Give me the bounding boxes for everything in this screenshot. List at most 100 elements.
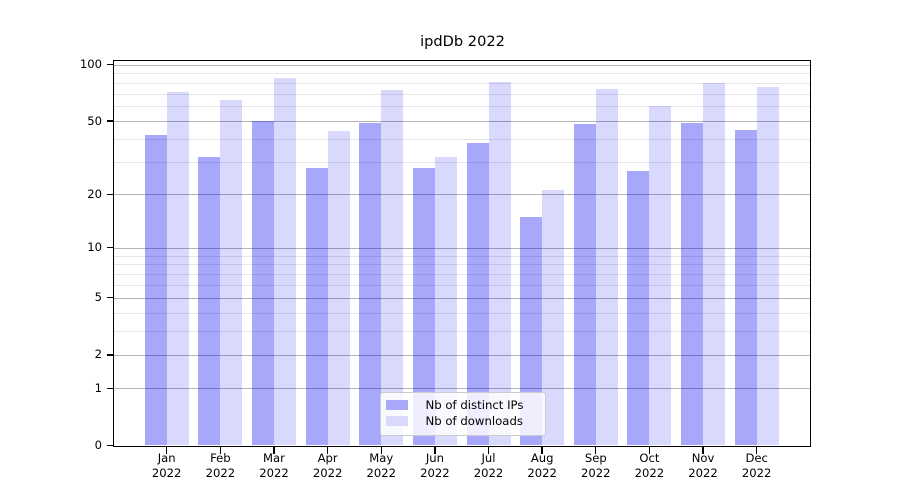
x-tick-nov	[702, 446, 704, 454]
gridline-minor-3	[114, 331, 810, 333]
legend-swatch-downloads	[386, 416, 408, 426]
y-tick-label-5: 5	[94, 290, 102, 305]
gridline-minor-40	[114, 139, 810, 141]
bar-downloads-apr	[327, 131, 350, 446]
bar-downloads-jan	[166, 91, 189, 446]
y-tick-label-100: 100	[79, 57, 102, 72]
y-tick-label-1: 1	[94, 380, 102, 395]
y-tick-0	[106, 444, 114, 447]
x-tick-label-mar: Mar 2022	[246, 451, 302, 481]
x-tick-label-month-aug: Aug	[530, 451, 554, 465]
x-tick-label-month-feb: Feb	[210, 451, 231, 465]
bar-distinct-ips-dec	[734, 129, 757, 446]
gridline-1	[114, 388, 810, 390]
bar-downloads-feb	[220, 99, 243, 446]
x-tick-label-year-jan: 2022	[151, 466, 182, 480]
legend-entry-downloads: Nb of downloads	[381, 413, 545, 429]
x-tick-feb	[219, 446, 222, 454]
bar-downloads-sep	[595, 89, 618, 446]
bar-downloads-jul	[488, 81, 511, 446]
x-tick-label-month-oct: Oct	[639, 451, 660, 465]
bar-downloads-aug	[542, 190, 565, 446]
y-tick-label-10: 10	[87, 240, 102, 255]
x-tick-label-year-feb: 2022	[205, 466, 236, 480]
gridline-minor-4	[114, 312, 810, 314]
bar-distinct-ips-jun	[412, 167, 435, 446]
x-tick-jul	[487, 446, 490, 454]
legend-entry-distinct-ips: Nb of distinct IPs	[381, 397, 545, 413]
x-tick-label-year-dec: 2022	[741, 466, 772, 480]
bar-downloads-jun	[434, 157, 457, 446]
gridline-100	[114, 64, 810, 66]
y-tick-1	[106, 387, 114, 389]
x-tick-mar	[273, 446, 275, 454]
gridline-minor-60	[114, 106, 810, 108]
x-tick-label-year-nov: 2022	[688, 466, 718, 480]
x-tick-label-feb: Feb 2022	[192, 451, 248, 481]
bar-distinct-ips-nov	[681, 122, 704, 446]
gridline-minor-90	[114, 73, 810, 75]
gridline-minor-6	[114, 284, 810, 286]
bar-distinct-ips-mar	[251, 121, 274, 446]
x-tick-label-month-sep: Sep	[584, 451, 607, 465]
y-tick-label-2: 2	[94, 347, 102, 362]
x-tick-label-sep: Sep 2022	[568, 451, 624, 481]
bar-distinct-ips-may	[359, 122, 382, 446]
legend: Nb of distinct IPs Nb of downloads	[380, 392, 546, 436]
bar-distinct-ips-feb	[198, 157, 221, 446]
x-tick-label-aug: Aug 2022	[514, 451, 570, 481]
x-tick-label-month-may: May	[369, 451, 394, 465]
bar-distinct-ips-sep	[573, 124, 596, 446]
x-tick-jun	[434, 446, 436, 454]
y-tick-5	[106, 296, 114, 299]
x-tick-label-month-nov: Nov	[691, 451, 715, 465]
x-tick-label-jun: Jun 2022	[407, 451, 463, 481]
x-tick-label-year-apr: 2022	[312, 466, 343, 480]
x-tick-dec	[755, 446, 758, 454]
gridline-minor-7	[114, 273, 810, 275]
x-tick-label-month-jun: Jun	[425, 451, 444, 465]
x-tick-label-year-mar: 2022	[259, 466, 289, 480]
y-tick-20	[106, 193, 114, 196]
x-tick-label-apr: Apr 2022	[300, 451, 356, 481]
bar-downloads-nov	[703, 82, 726, 446]
y-tick-100	[106, 64, 114, 66]
y-tick-label-0: 0	[94, 438, 102, 452]
plot-area	[114, 61, 810, 446]
y-tick-label-20: 20	[87, 186, 102, 201]
legend-label-downloads: Nb of downloads	[425, 413, 523, 428]
x-tick-label-month-apr: Apr	[317, 451, 338, 465]
bar-downloads-mar	[273, 78, 296, 446]
x-tick-label-year-oct: 2022	[634, 466, 665, 480]
bar-distinct-ips-jan	[144, 135, 167, 446]
x-tick-label-year-sep: 2022	[581, 466, 611, 480]
x-tick-label-nov: Nov 2022	[675, 451, 731, 481]
x-tick-label-year-jun: 2022	[420, 466, 450, 480]
x-tick-may	[380, 446, 382, 454]
y-tick-label-50: 50	[87, 113, 102, 128]
x-tick-label-year-may: 2022	[366, 466, 396, 480]
gridline-minor-8	[114, 264, 810, 266]
gridline-2	[114, 354, 810, 356]
chart-title: ipdDb 2022	[420, 33, 505, 50]
legend-swatch-distinct-ips	[386, 400, 408, 410]
x-tick-label-year-jul: 2022	[473, 466, 504, 480]
x-tick-label-dec: Dec 2022	[729, 451, 785, 481]
x-tick-apr	[326, 446, 329, 454]
plot-frame	[113, 60, 811, 447]
x-tick-label-oct: Oct 2022	[621, 451, 677, 481]
y-tick-10	[106, 246, 114, 249]
bar-distinct-ips-oct	[627, 170, 650, 446]
legend-label-distinct-ips: Nb of distinct IPs	[425, 397, 524, 412]
x-tick-label-month-dec: Dec	[745, 451, 768, 465]
x-tick-label-jan: Jan 2022	[139, 451, 195, 481]
x-tick-sep	[595, 446, 597, 454]
gridline-20	[114, 194, 810, 196]
gridline-minor-9	[114, 255, 810, 257]
x-tick-oct	[648, 446, 651, 454]
x-tick-label-may: May 2022	[353, 451, 409, 481]
bar-distinct-ips-apr	[305, 167, 328, 446]
y-tick-2	[106, 354, 114, 356]
x-tick-label-month-jan: Jan	[157, 451, 176, 465]
